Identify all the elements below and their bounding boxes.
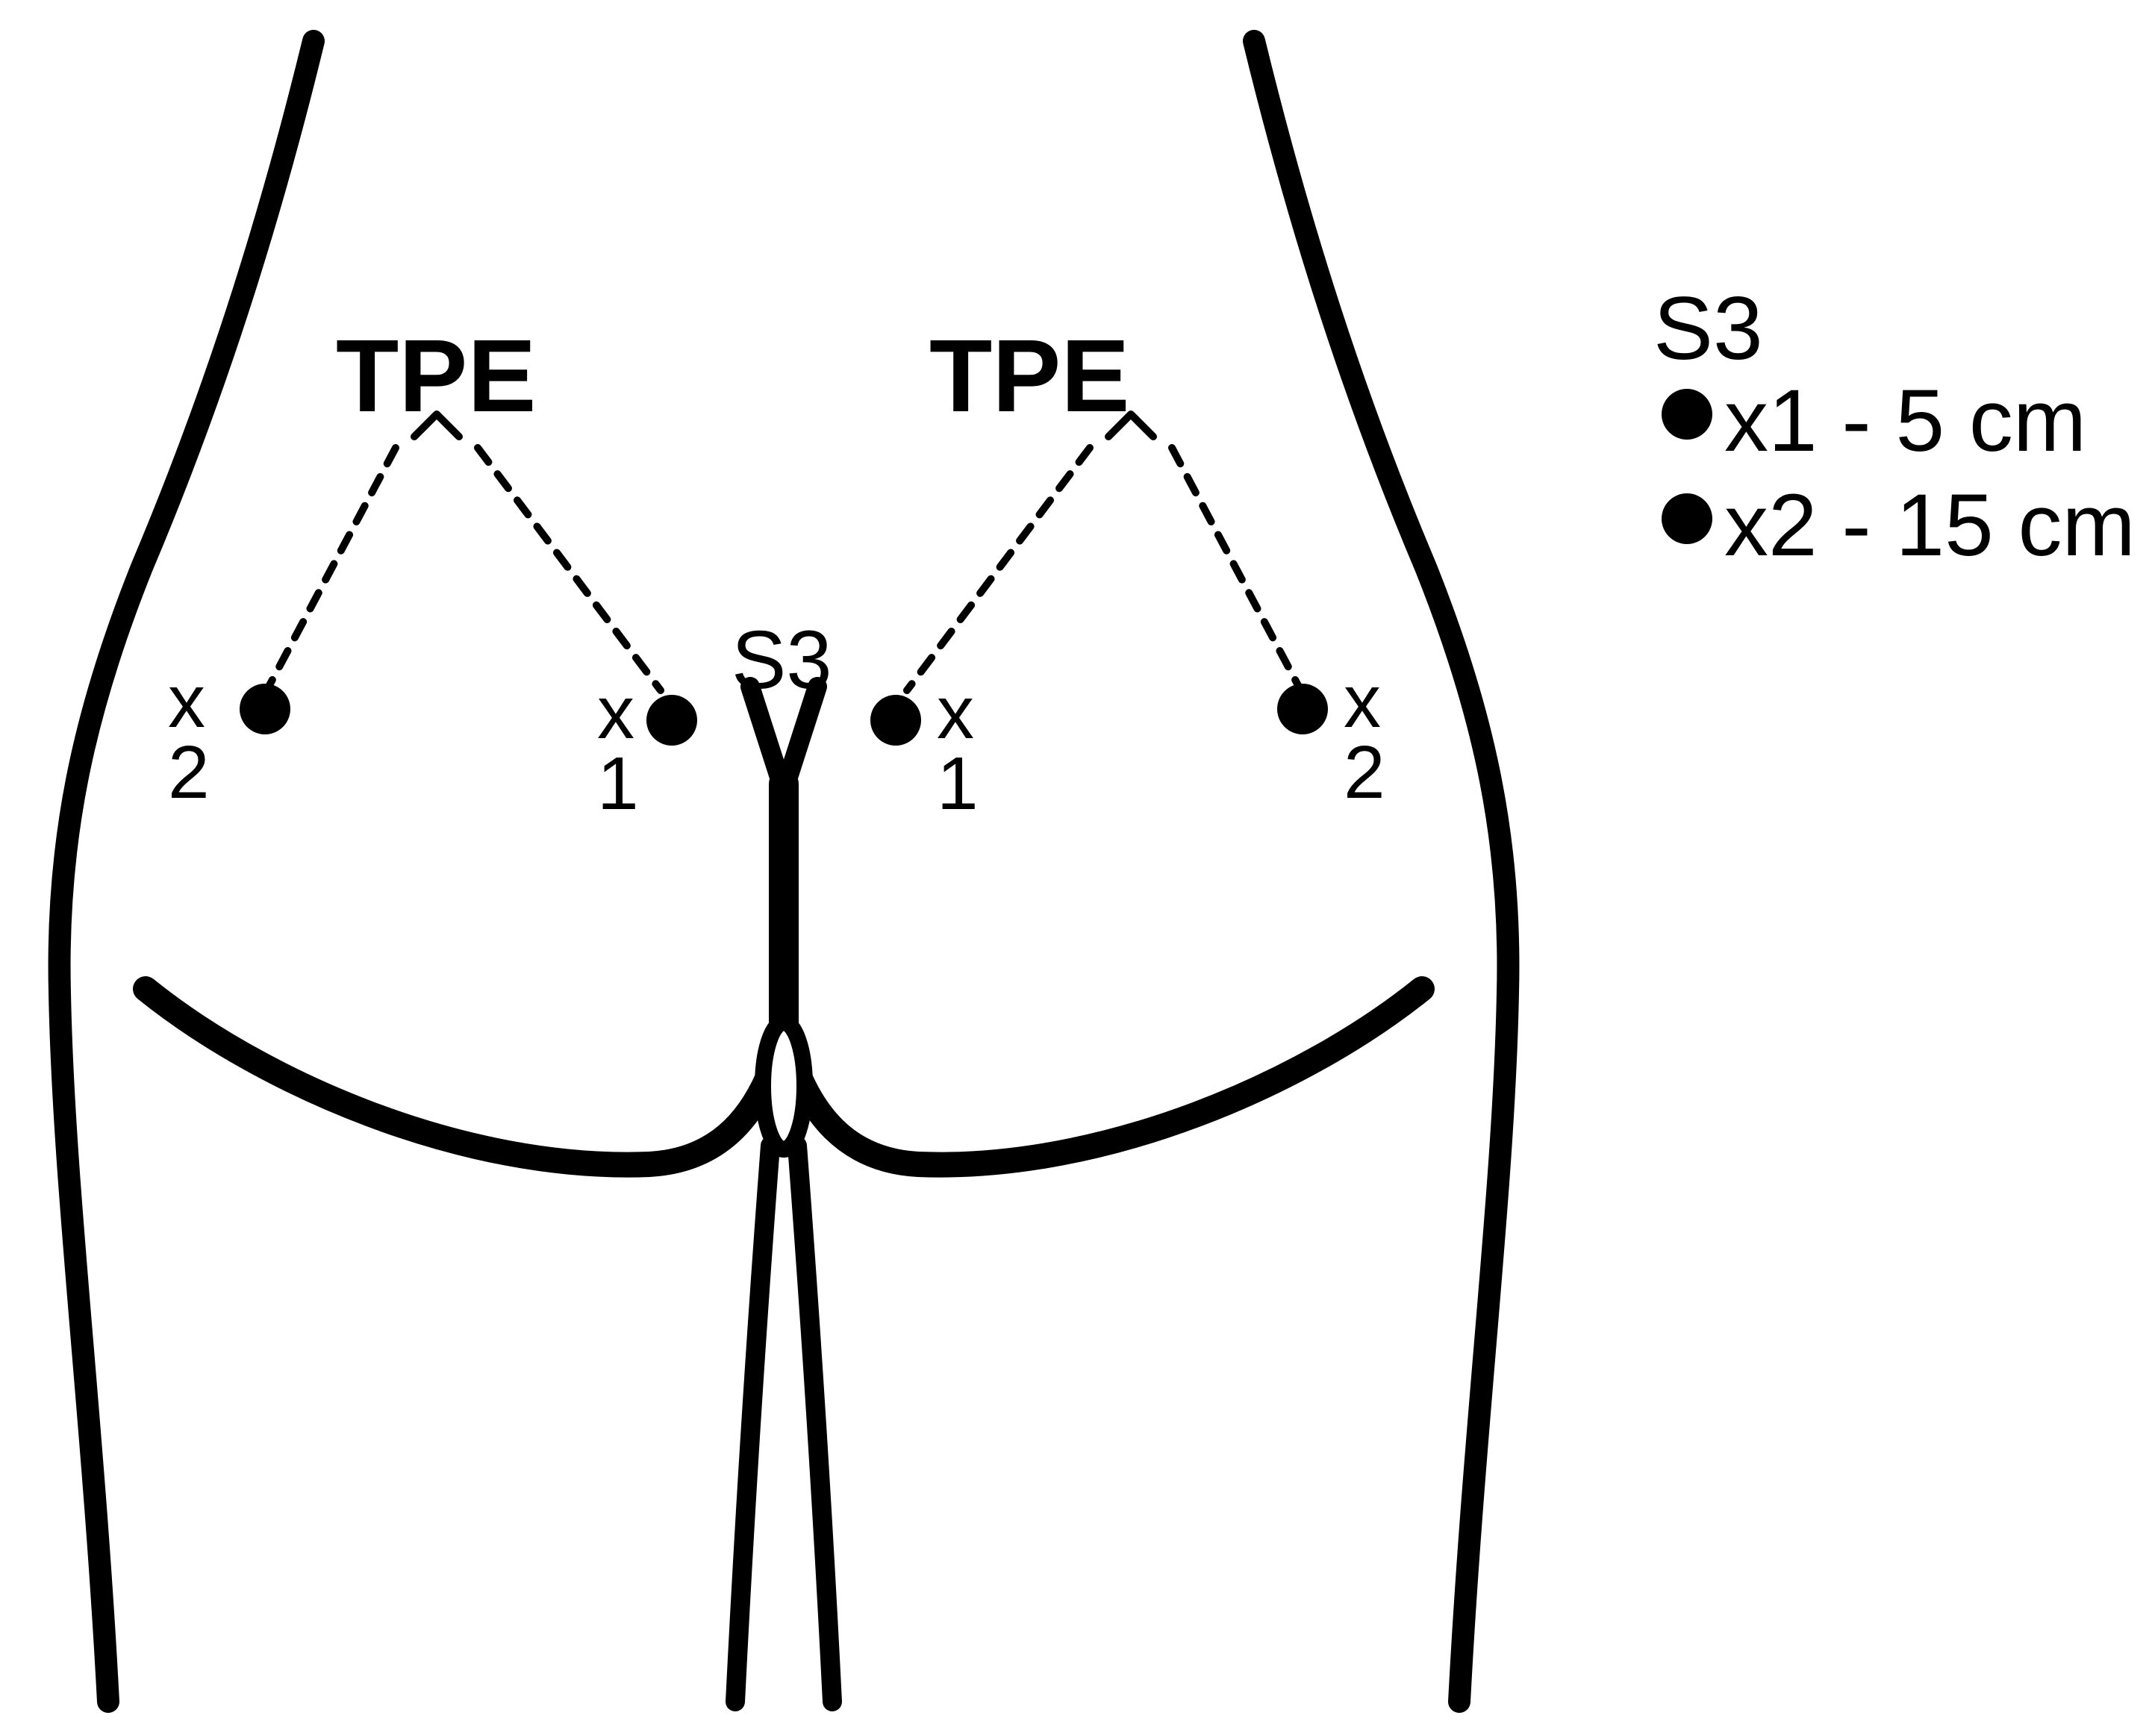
tpe-label-left: TPE xyxy=(336,325,536,428)
electrode-right-outer xyxy=(1277,684,1328,734)
diagram-canvas: TPE TPE S3 x 2 x 1 x 1 x 2 S3 x1 - 5 cm … xyxy=(0,0,2149,1736)
legend-bullet-1 xyxy=(1662,389,1712,440)
legend-bullet-2 xyxy=(1662,493,1712,544)
electrode-right-outer-n: 2 xyxy=(1344,735,1385,810)
electrode-left-inner xyxy=(646,695,697,746)
electrode-left-inner-n: 1 xyxy=(597,746,639,821)
electrode-left-outer xyxy=(240,684,290,734)
electrode-left-outer-x: x xyxy=(168,664,205,739)
electrode-right-inner-n: 1 xyxy=(937,746,979,821)
anatomy-outline xyxy=(0,0,2149,1736)
s3-center-label: S3 xyxy=(732,619,832,702)
legend-item-1-text: x1 - 5 cm xyxy=(1724,377,2086,465)
legend-item-2-text: x2 - 15 cm xyxy=(1724,481,2136,569)
electrode-left-outer-n: 2 xyxy=(168,735,210,810)
electrode-right-outer-x: x xyxy=(1344,664,1381,739)
electrode-left-inner-x: x xyxy=(597,675,634,750)
electrode-right-inner xyxy=(870,695,921,746)
legend-title: S3 xyxy=(1653,284,1763,373)
tpe-label-right: TPE xyxy=(929,325,1129,428)
electrode-right-inner-x: x xyxy=(937,675,974,750)
